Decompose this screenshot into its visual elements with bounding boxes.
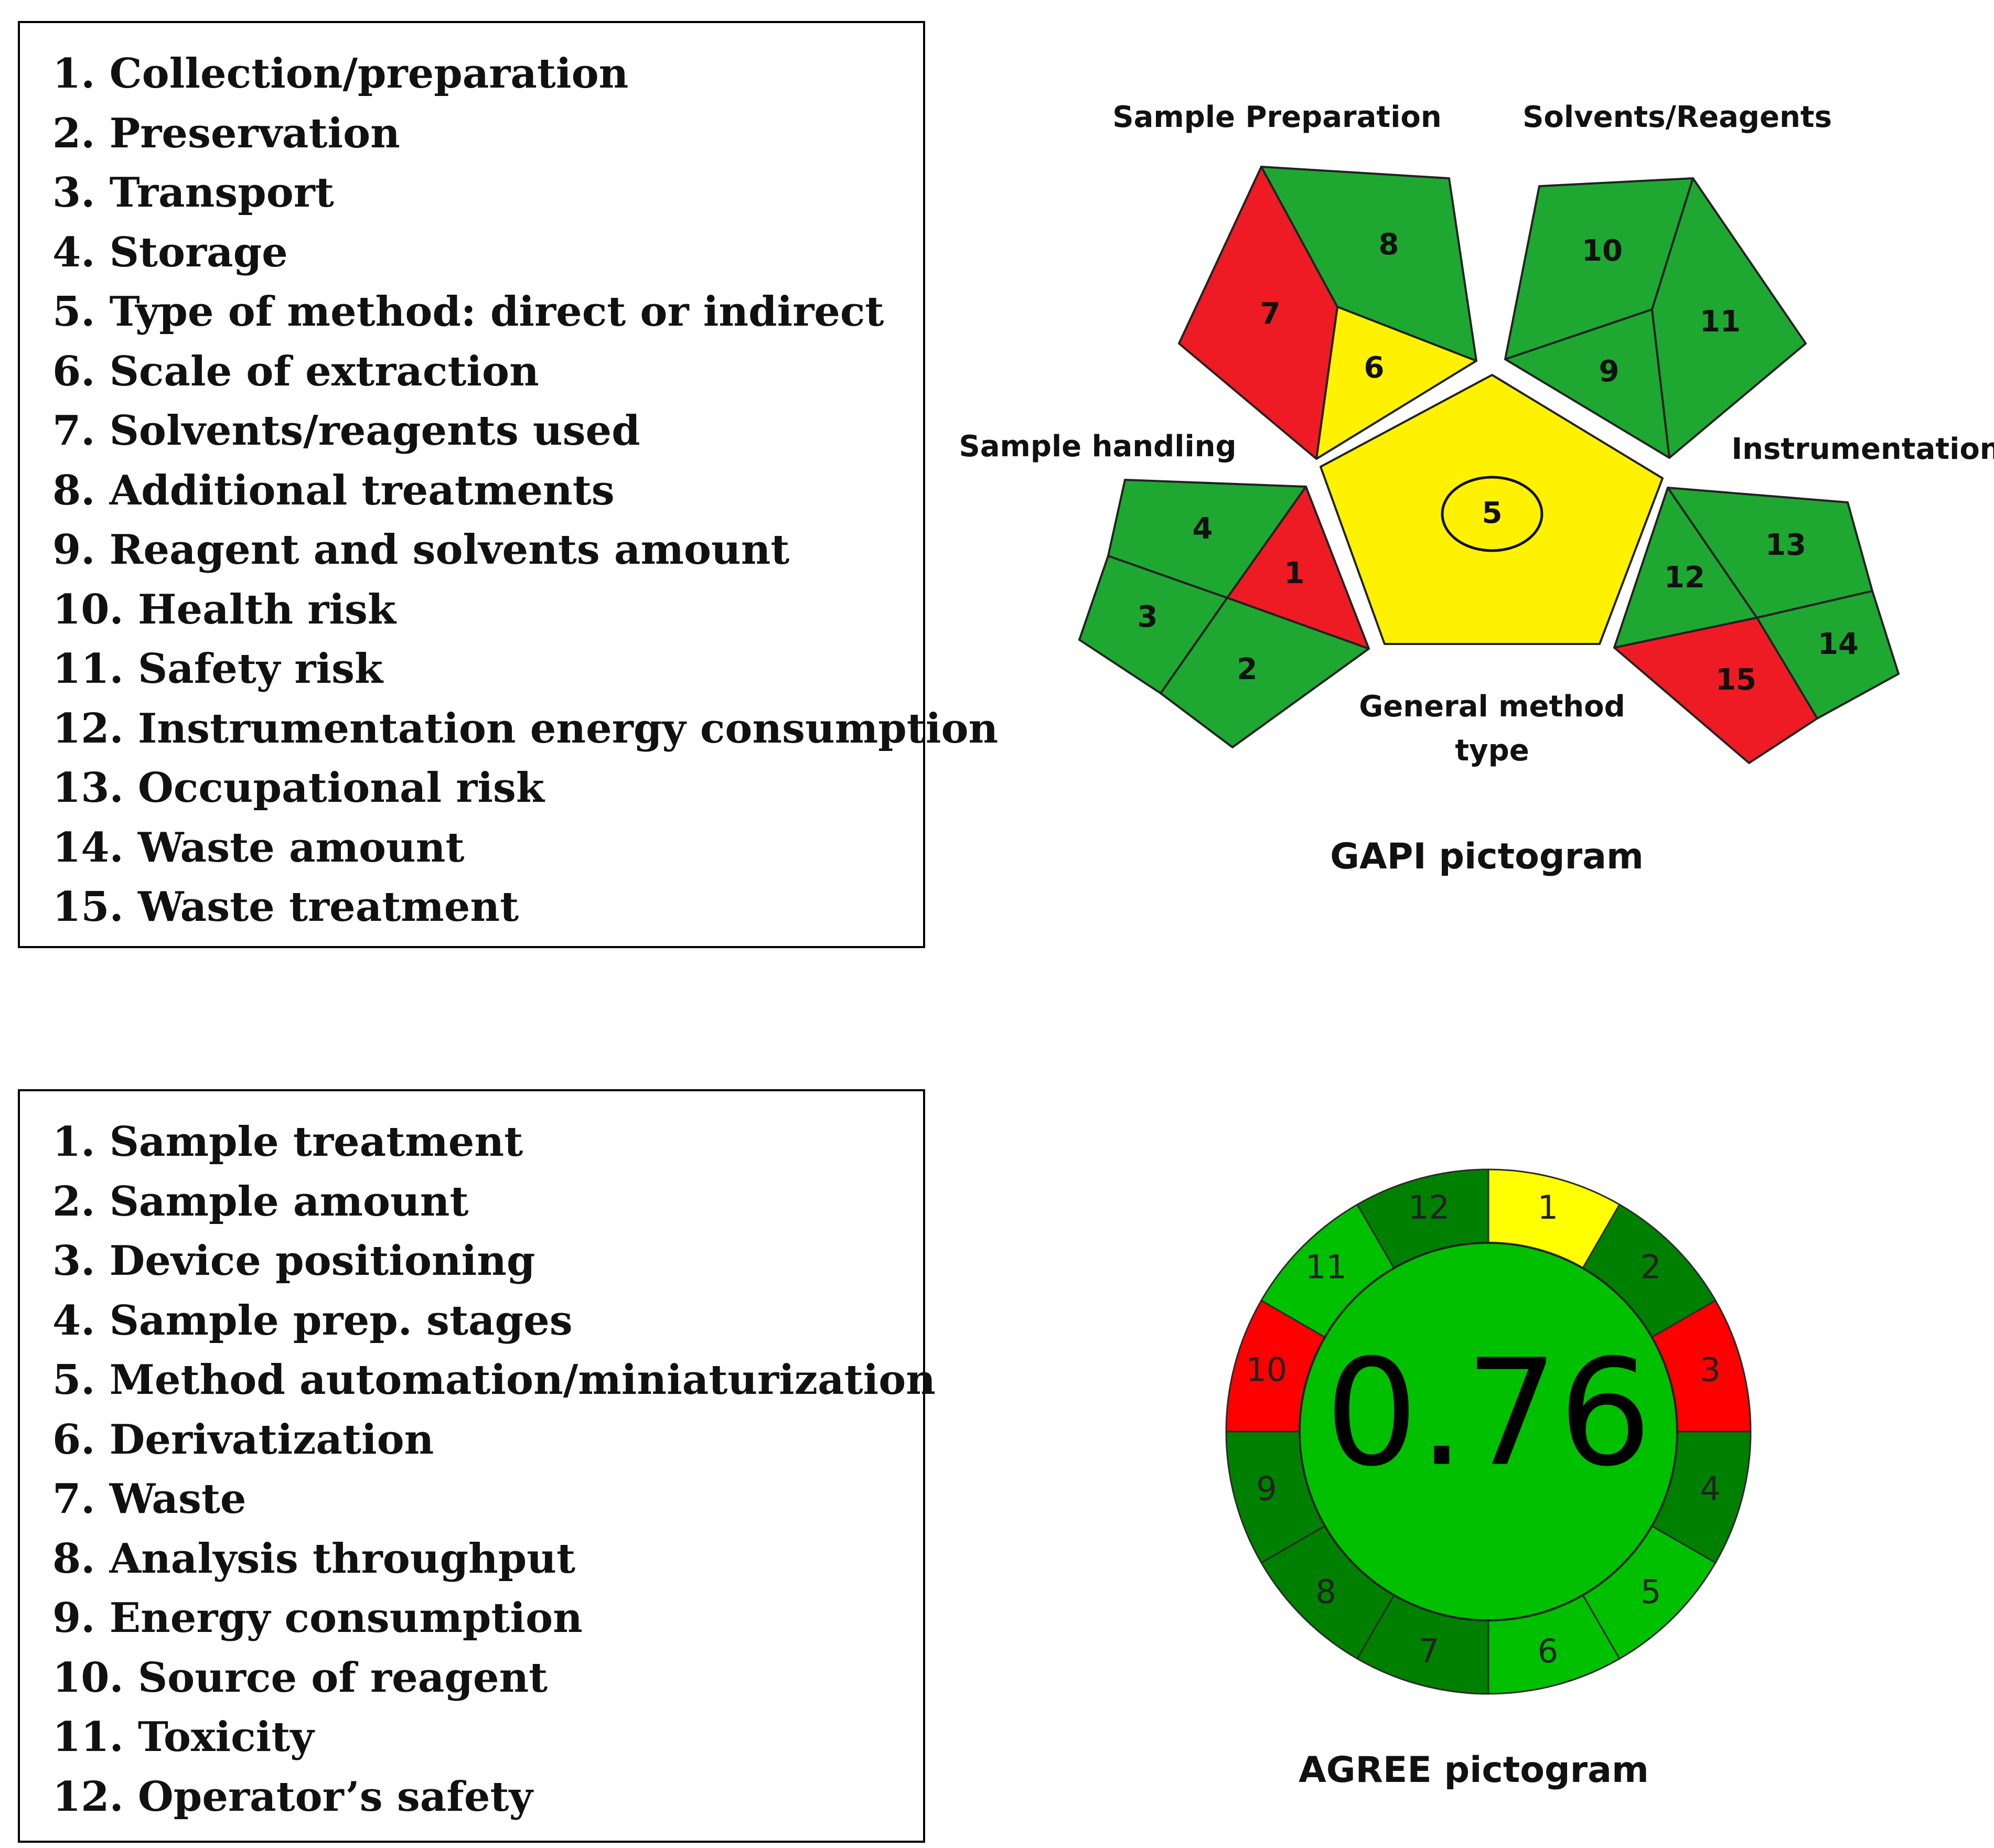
gapi-label-sample-preparation: Sample Preparation [1112, 100, 1441, 134]
agree-segment-number: 12 [1408, 1188, 1450, 1227]
agree-legend-item: 7. Waste [52, 1475, 246, 1523]
agree-center-circle [1299, 1242, 1678, 1621]
agree-segment-number: 5 [1641, 1573, 1661, 1611]
gapi-legend-item: 13. Occupational risk [52, 764, 544, 812]
gapi-legend-item: 6. Scale of extraction [52, 347, 539, 395]
agree-score: 0.76 [1325, 1328, 1652, 1499]
agree-segment-number: 8 [1316, 1573, 1336, 1611]
gapi-label-instrumentation: Instrumentation [1731, 432, 1994, 466]
gapi-legend-list: 1. Collection/preparation 2. Preservatio… [52, 44, 998, 937]
agree-legend-item: 8. Analysis throughput [52, 1534, 576, 1583]
gapi-title: GAPI pictogram [1330, 836, 1644, 877]
agree-legend-item: 3. Device positioning [52, 1237, 535, 1285]
gapi-field-4 [1107, 479, 1307, 599]
agree-segment-number: 4 [1700, 1469, 1720, 1508]
gapi-pictogram [1078, 166, 1900, 764]
gapi-legend-item: 14. Waste amount [52, 823, 465, 872]
gapi-legend-item: 12. Instrumentation energy consumption [52, 704, 999, 753]
gapi-legend-item: 11. Safety risk [52, 645, 383, 693]
agree-legend-item: 2. Sample amount [52, 1177, 469, 1226]
agree-pictogram [1225, 1168, 1752, 1695]
agree-legend-item: 9. Energy consumption [52, 1594, 583, 1642]
agree-segment-number: 1 [1538, 1188, 1558, 1227]
agree-legend-item: 10. Source of reagent [52, 1653, 548, 1702]
agree-legend-list: 1. Sample treatment 2. Sample amount 3. … [52, 1112, 936, 1826]
gapi-field-number: 10 [1582, 234, 1623, 268]
gapi-legend-item: 4. Storage [52, 228, 288, 276]
gapi-field-number: 2 [1237, 652, 1258, 686]
gapi-field-15 [1613, 617, 1818, 764]
gapi-field-number: 3 [1138, 600, 1158, 634]
gapi-field-number: 4 [1193, 512, 1213, 546]
agree-segment-number: 9 [1256, 1469, 1277, 1508]
agree-legend-item: 4. Sample prep. stages [52, 1296, 573, 1345]
gapi-label-solvents-reagents: Solvents/Reagents [1523, 100, 1832, 134]
agree-segment-number: 10 [1246, 1351, 1287, 1389]
agree-title: AGREE pictogram [1299, 1749, 1649, 1791]
gapi-label-sample-handling: Sample handling [959, 429, 1236, 464]
agree-segment-number: 6 [1538, 1632, 1558, 1670]
gapi-field-number: 9 [1599, 354, 1620, 389]
agree-legend-item: 11. Toxicity [52, 1713, 314, 1761]
agree-segment-number: 3 [1700, 1351, 1720, 1389]
agree-segment-number: 2 [1641, 1248, 1661, 1286]
agree-segment-number: 7 [1419, 1632, 1439, 1670]
gapi-legend-box: 1. Collection/preparation 2. Preservatio… [18, 21, 998, 948]
gapi-legend-item: 8. Additional treatments [52, 466, 615, 514]
agree-legend-item: 6. Derivatization [52, 1415, 434, 1464]
gapi-legend-item: 10. Health risk [52, 585, 396, 633]
gapi-field-11 [1651, 177, 1807, 459]
gapi-field-number: 12 [1664, 561, 1705, 595]
gapi-legend-item: 5. Type of method: direct or indirect [52, 288, 884, 336]
gapi-field-number: 13 [1765, 528, 1806, 562]
gapi-legend-item: 15. Waste treatment [52, 883, 519, 931]
agree-legend-item: 1. Sample treatment [52, 1118, 523, 1166]
agree-legend-box: 1. Sample treatment 2. Sample amount 3. … [18, 1089, 936, 1843]
gapi-field-8 [1260, 166, 1477, 362]
gapi-label-general-method-type: type [1455, 734, 1529, 768]
gapi-field-number: 11 [1700, 305, 1741, 339]
gapi-field-number: 7 [1260, 297, 1281, 331]
agree-legend-item: 12. Operator’s safety [52, 1772, 533, 1821]
gapi-label-general-method: General method [1359, 690, 1625, 724]
gapi-field-number: 6 [1364, 351, 1385, 385]
gapi-field-5-ellipse [1441, 476, 1543, 552]
gapi-legend-item: 7. Solvents/reagents used [52, 407, 640, 455]
gapi-field-number: 8 [1379, 228, 1399, 262]
gapi-field-number: 5 [1482, 496, 1503, 530]
gapi-field-5 [1320, 374, 1664, 645]
gapi-field-number: 14 [1818, 627, 1859, 661]
gapi-legend-item: 3. Transport [52, 169, 334, 217]
gapi-field-number: 15 [1716, 663, 1756, 697]
gapi-field-number: 1 [1284, 556, 1305, 590]
gapi-legend-item: 9. Reagent and solvents amount [52, 526, 790, 574]
gapi-legend-item: 2. Preservation [52, 109, 400, 157]
gapi-legend-item: 1. Collection/preparation [52, 50, 629, 98]
agree-legend-item: 5. Method automation/miniaturization [52, 1356, 936, 1404]
agree-segment-number: 11 [1305, 1248, 1347, 1286]
